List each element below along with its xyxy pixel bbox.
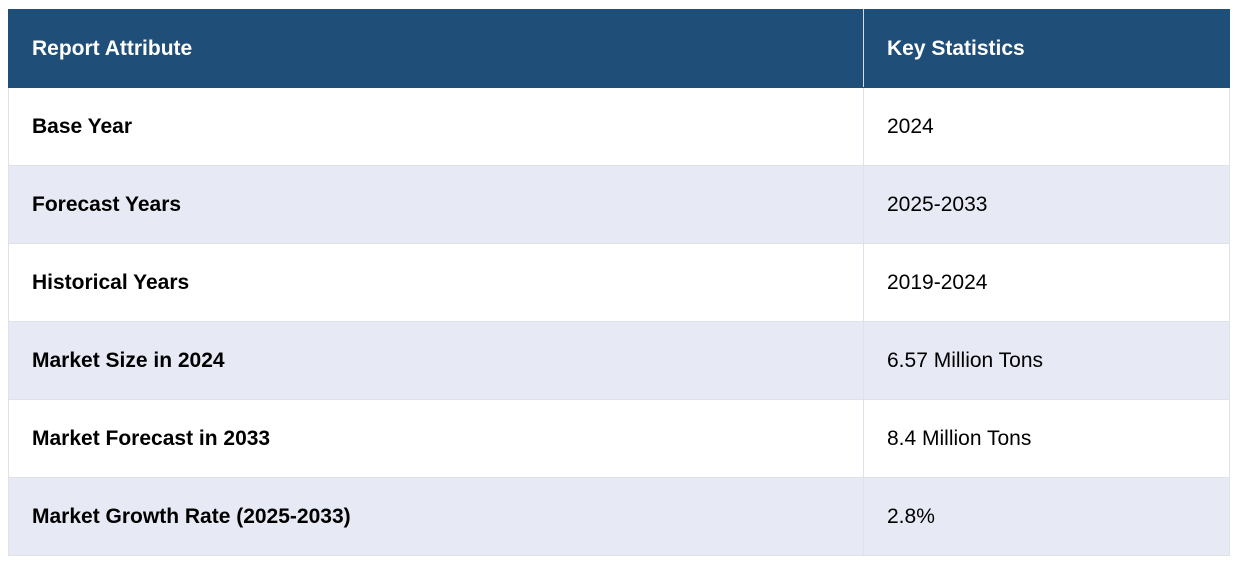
table-body: Base Year 2024 Forecast Years 2025-2033 … <box>8 87 1230 556</box>
value-cell: 6.57 Million Tons <box>863 321 1230 400</box>
value-cell: 2024 <box>863 87 1230 166</box>
header-row: Report Attribute Key Statistics <box>8 9 1230 88</box>
table-header: Report Attribute Key Statistics <box>8 9 1230 88</box>
table-row: Historical Years 2019-2024 <box>8 243 1230 322</box>
report-statistics-table: Report Attribute Key Statistics Base Yea… <box>8 9 1230 556</box>
table-row: Market Forecast in 2033 8.4 Million Tons <box>8 399 1230 478</box>
table-row: Market Growth Rate (2025-2033) 2.8% <box>8 477 1230 556</box>
value-cell: 2.8% <box>863 477 1230 556</box>
attribute-cell: Market Forecast in 2033 <box>8 399 864 478</box>
attribute-cell: Forecast Years <box>8 165 864 244</box>
value-cell: 8.4 Million Tons <box>863 399 1230 478</box>
attribute-cell: Market Growth Rate (2025-2033) <box>8 477 864 556</box>
report-table-container: Report Attribute Key Statistics Base Yea… <box>8 9 1230 556</box>
value-cell: 2019-2024 <box>863 243 1230 322</box>
attribute-cell: Historical Years <box>8 243 864 322</box>
table-row: Market Size in 2024 6.57 Million Tons <box>8 321 1230 400</box>
header-key-statistics: Key Statistics <box>863 9 1230 88</box>
table-row: Forecast Years 2025-2033 <box>8 165 1230 244</box>
attribute-cell: Base Year <box>8 87 864 166</box>
value-cell: 2025-2033 <box>863 165 1230 244</box>
attribute-cell: Market Size in 2024 <box>8 321 864 400</box>
table-row: Base Year 2024 <box>8 87 1230 166</box>
header-report-attribute: Report Attribute <box>8 9 864 88</box>
